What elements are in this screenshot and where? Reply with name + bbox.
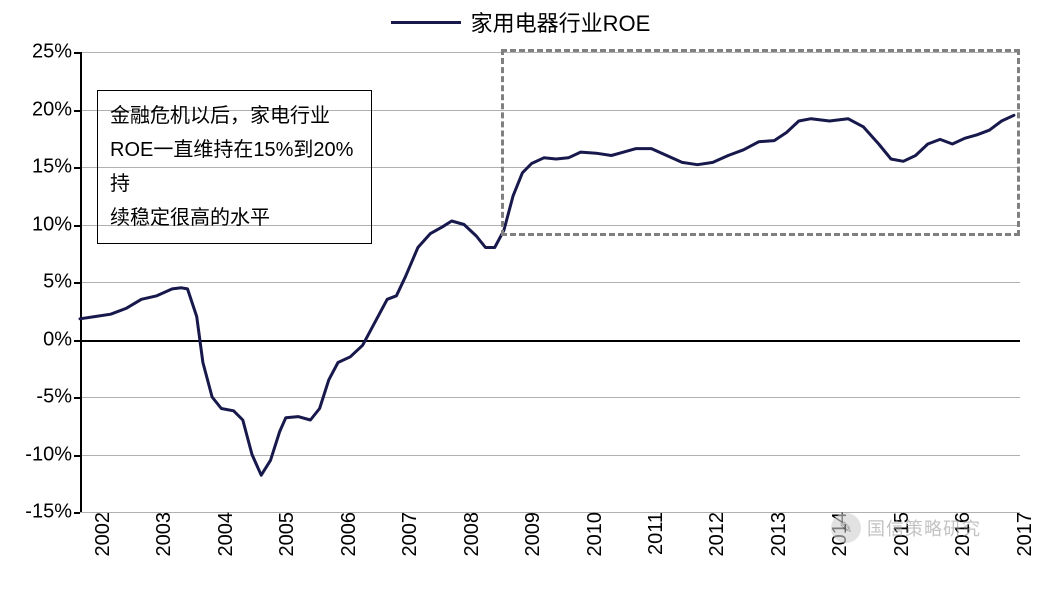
x-tick-label: 2004 (203, 512, 238, 557)
y-tick-label: -5% (36, 386, 80, 409)
chart-container: 家用电器行业ROE -15% -10% -5% 0% 5% 10% 15% 20% 25% 20… (0, 0, 1041, 603)
x-tick-label: 2002 (80, 512, 115, 557)
x-tick-label: 2006 (326, 512, 361, 557)
y-tick-label: 25% (32, 41, 80, 64)
annotation-line: 续稳定很高的水平 (110, 201, 359, 235)
x-tick-label: 2009 (510, 512, 545, 557)
legend-label: 家用电器行业ROE (471, 6, 651, 38)
watermark-glyph: ✎ (839, 518, 852, 538)
annotation-line: 金融危机以后，家电行业 (110, 99, 359, 133)
legend: 家用电器行业ROE (0, 6, 1041, 38)
y-tick-label: -10% (25, 443, 80, 466)
y-tick-label: -15% (25, 501, 80, 524)
watermark: ✎ 国信策略研究 (831, 513, 981, 543)
x-tick-label: 2003 (141, 512, 176, 557)
x-tick-label: 2010 (572, 512, 607, 557)
y-tick-label: 15% (32, 156, 80, 179)
x-tick-label: 2007 (387, 512, 422, 557)
y-tick-label: 20% (32, 98, 80, 121)
legend-swatch (391, 21, 461, 24)
y-tick-label: 10% (32, 213, 80, 236)
x-tick-label: 2012 (694, 512, 729, 557)
x-tick-label: 2017 (1002, 512, 1037, 557)
x-tick-label: 2011 (633, 512, 668, 555)
annotation-line: ROE一直维持在15%到20%持 (110, 133, 359, 201)
y-tick-label: 5% (43, 271, 80, 294)
x-tick-label: 2013 (756, 512, 791, 557)
y-tick-label: 0% (43, 328, 80, 351)
wechat-icon: ✎ (831, 513, 861, 543)
annotation-box: 金融危机以后，家电行业ROE一直维持在15%到20%持续稳定很高的水平 (97, 90, 372, 244)
highlight-region (501, 49, 1020, 236)
x-tick-label: 2008 (449, 512, 484, 557)
watermark-text: 国信策略研究 (867, 515, 981, 541)
x-tick-label: 2005 (264, 512, 299, 557)
